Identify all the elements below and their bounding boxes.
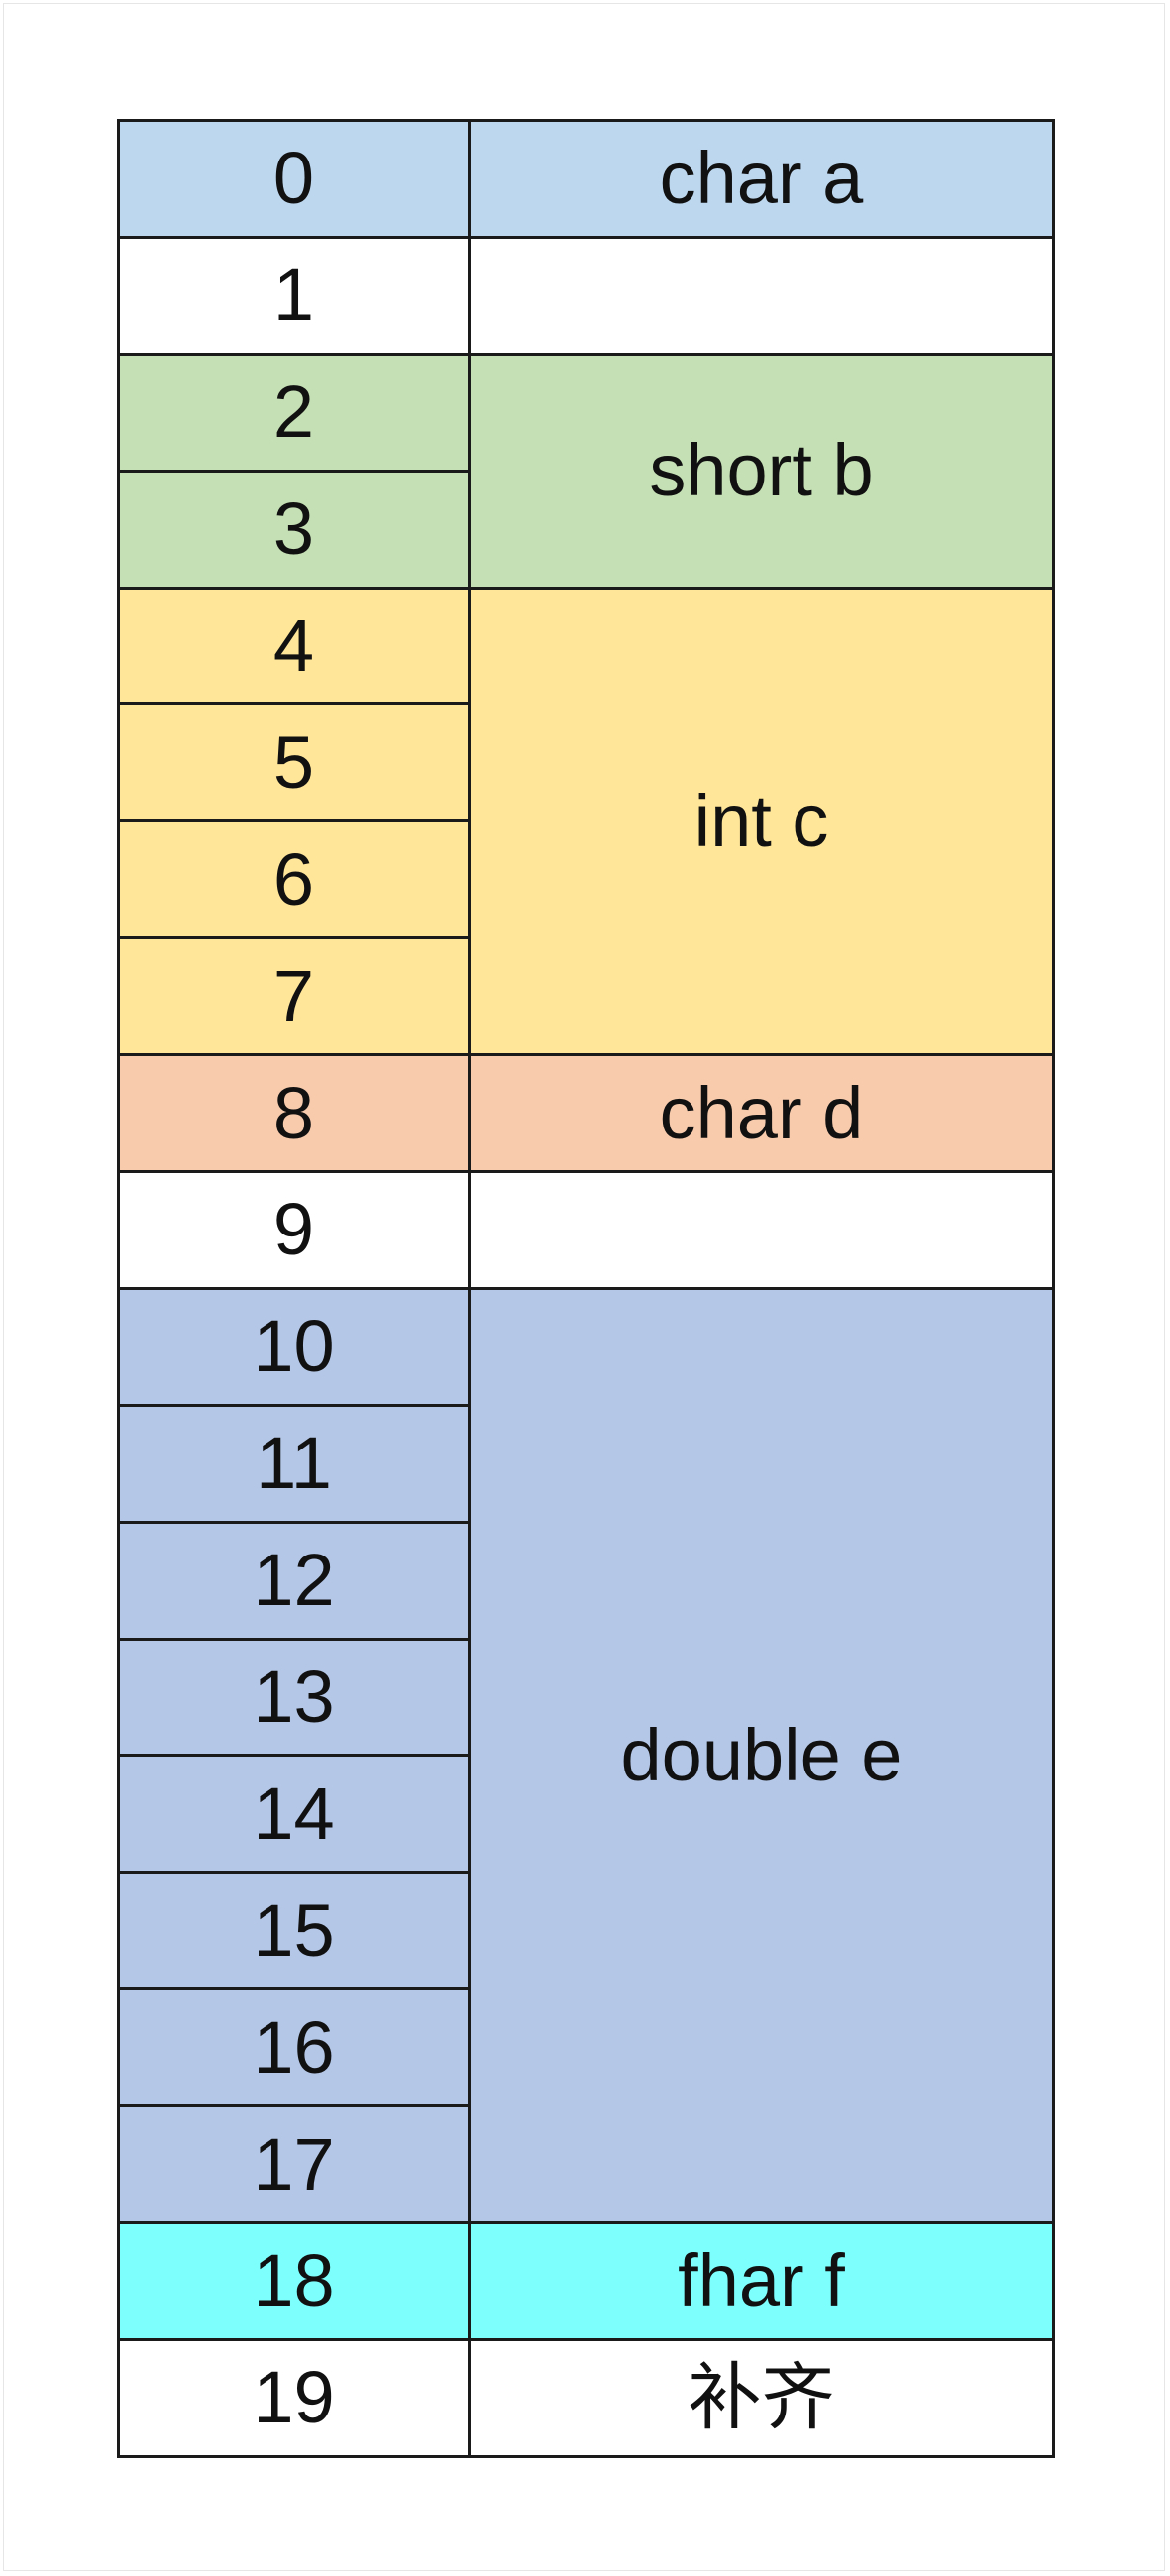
table-row: 16 — [117, 1987, 1054, 2108]
table-row: 5 — [117, 702, 1054, 823]
table-row: 14 — [117, 1754, 1054, 1875]
offset-cell: 14 — [117, 1754, 471, 1875]
offset-cell: 10 — [117, 1286, 471, 1407]
tail-padding-cell: 补齐 — [468, 2337, 1055, 2458]
offset-cell: 9 — [117, 1170, 471, 1290]
offset-cell: 12 — [117, 1520, 471, 1641]
offset-cell: 17 — [117, 2104, 471, 2225]
table-row: 19 补齐 — [117, 2337, 1055, 2458]
struct-memory-layout-body: 0 char a 1 2 short b 3 4 int c 5 6 7 8 c… — [117, 119, 1055, 2458]
offset-cell: 8 — [117, 1053, 471, 1174]
padding-cell — [468, 235, 1055, 356]
offset-cell: 18 — [117, 2221, 471, 2341]
field-cell-double-e: double e — [468, 1286, 1055, 2225]
offset-cell: 5 — [117, 702, 471, 823]
offset-cell: 11 — [117, 1403, 471, 1524]
table-row: 0 char a — [117, 119, 1055, 239]
table-row: 4 int c — [117, 586, 1055, 1057]
table-row: 10 double e — [117, 1286, 1055, 2225]
offset-cell: 13 — [117, 1637, 471, 1758]
offset-cell: 0 — [117, 119, 471, 239]
page-frame — [3, 3, 1165, 2571]
struct-memory-layout-table: 0 char a 1 2 short b 3 4 int c 5 6 7 8 c… — [117, 119, 1055, 2458]
table-row: 1 — [117, 235, 1055, 356]
table-row: 8 char d — [117, 1053, 1055, 1174]
table-row: 2 short b — [117, 352, 1055, 590]
field-cell-short-b: short b — [468, 352, 1055, 590]
table-row: 9 — [117, 1170, 1055, 1290]
table-row: 13 — [117, 1637, 1054, 1758]
field-cell-char-a: char a — [468, 119, 1055, 239]
offset-cell: 2 — [117, 352, 471, 473]
field-cell-int-c: int c — [468, 586, 1055, 1057]
table-row: 11 — [117, 1403, 1054, 1524]
table-row: 15 — [117, 1871, 1054, 1991]
table-row: 12 — [117, 1520, 1054, 1641]
padding-cell — [468, 1170, 1055, 1290]
field-cell-fhar-f: fhar f — [468, 2221, 1055, 2341]
offset-cell: 1 — [117, 235, 471, 356]
field-cell-char-d: char d — [468, 1053, 1055, 1174]
table-row: 7 — [117, 936, 1054, 1057]
offset-cell: 6 — [117, 819, 471, 940]
table-row: 3 — [117, 469, 1054, 590]
offset-cell: 16 — [117, 1987, 471, 2108]
offset-cell: 7 — [117, 936, 471, 1057]
offset-cell: 3 — [117, 469, 471, 590]
table-row: 17 — [117, 2104, 1054, 2225]
offset-cell: 19 — [117, 2337, 471, 2458]
table-row: 6 — [117, 819, 1054, 940]
offset-cell: 4 — [117, 586, 471, 706]
offset-cell: 15 — [117, 1871, 471, 1991]
table-row: 18 fhar f — [117, 2221, 1055, 2341]
